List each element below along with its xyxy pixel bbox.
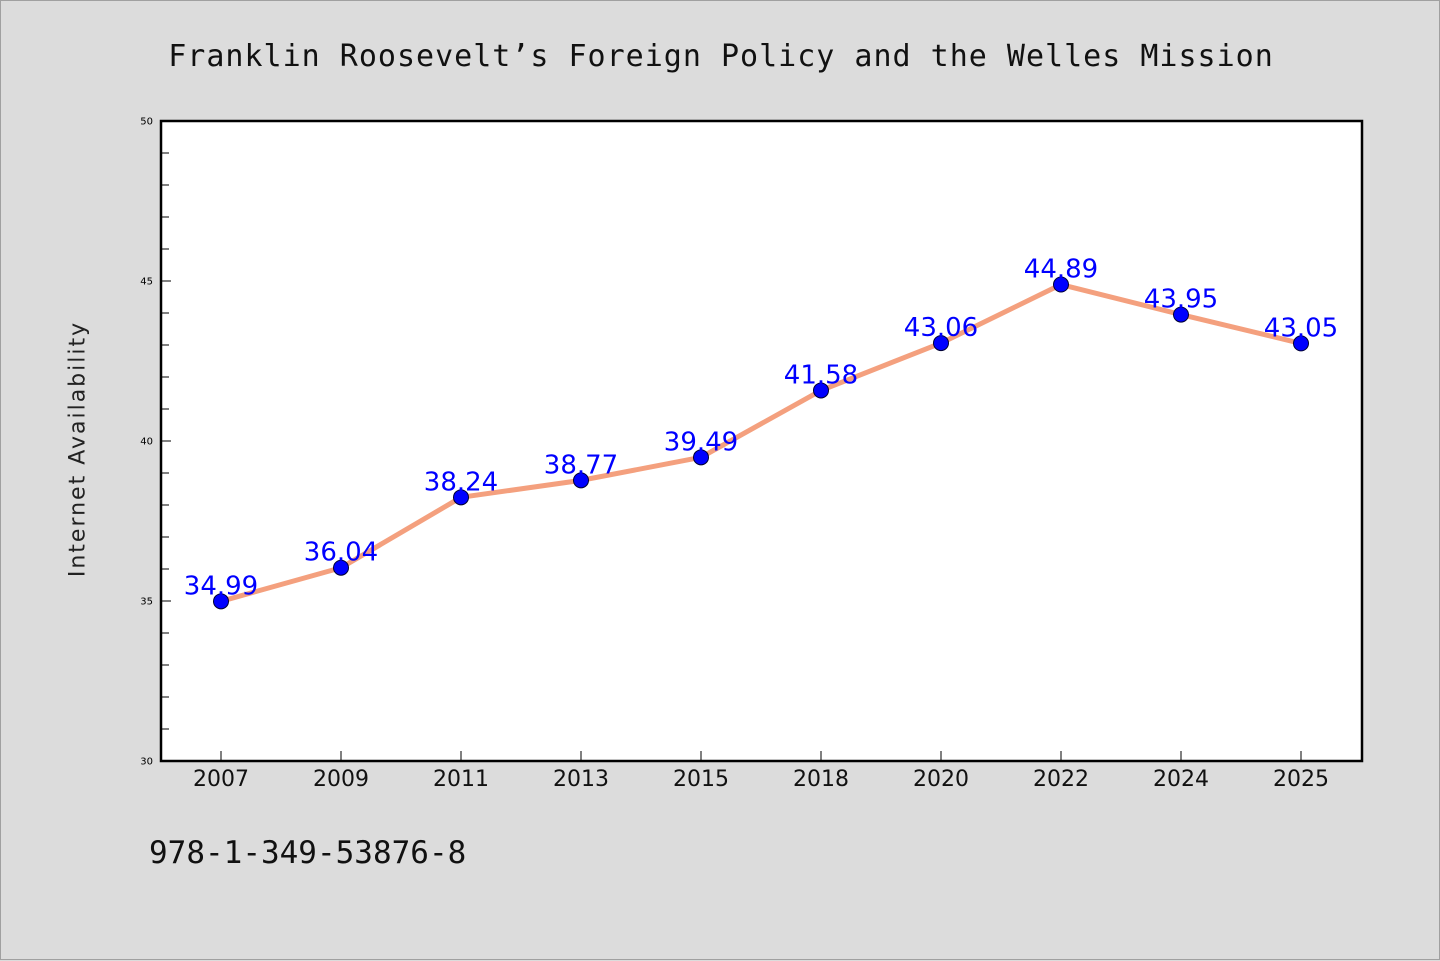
y-tick-label: 30: [140, 757, 153, 768]
data-label: 34.99: [184, 571, 258, 601]
data-label: 38.77: [544, 450, 618, 480]
data-point: [213, 593, 229, 610]
x-tick-label: 2009: [313, 767, 369, 792]
y-tick-label: 35: [140, 597, 153, 608]
data-label: 43.05: [1264, 313, 1338, 343]
series-line: [218, 282, 1304, 604]
x-tick-label: 2015: [673, 767, 729, 792]
data-point: [1293, 335, 1309, 352]
x-tick-label: 2025: [1273, 767, 1329, 792]
data-point: [1173, 306, 1189, 323]
x-tick-label: 2011: [433, 767, 489, 792]
data-label: 39.49: [664, 427, 738, 457]
data-label: 43.06: [904, 313, 978, 343]
y-tick-label: 40: [140, 437, 153, 448]
data-point: [693, 449, 709, 466]
x-tick-label: 2007: [193, 767, 249, 792]
y-tick-label: 50: [140, 117, 153, 128]
data-point: [333, 559, 349, 576]
data-point: [453, 489, 469, 506]
data-label: 41.58: [784, 360, 858, 390]
x-tick-label: 2018: [793, 767, 849, 792]
x-tick-label: 2020: [913, 767, 969, 792]
isbn-footer: 978-1-349-53876-8: [149, 835, 467, 871]
plot-area: [159, 119, 1364, 763]
x-tick-label: 2013: [553, 767, 609, 792]
chart-title: Franklin Roosevelt’s Foreign Policy and …: [168, 39, 1274, 74]
data-point: [813, 382, 829, 399]
data-point: [573, 472, 589, 489]
data-point: [1053, 276, 1069, 293]
data-point: [933, 335, 949, 352]
data-label: 38.24: [424, 467, 498, 497]
x-tick-label: 2024: [1153, 767, 1209, 792]
data-label: 44.89: [1024, 255, 1098, 285]
y-tick-label: 45: [140, 277, 153, 288]
x-tick-label: 2022: [1033, 767, 1089, 792]
data-label: 43.95: [1144, 285, 1218, 315]
data-label: 36.04: [304, 538, 378, 568]
